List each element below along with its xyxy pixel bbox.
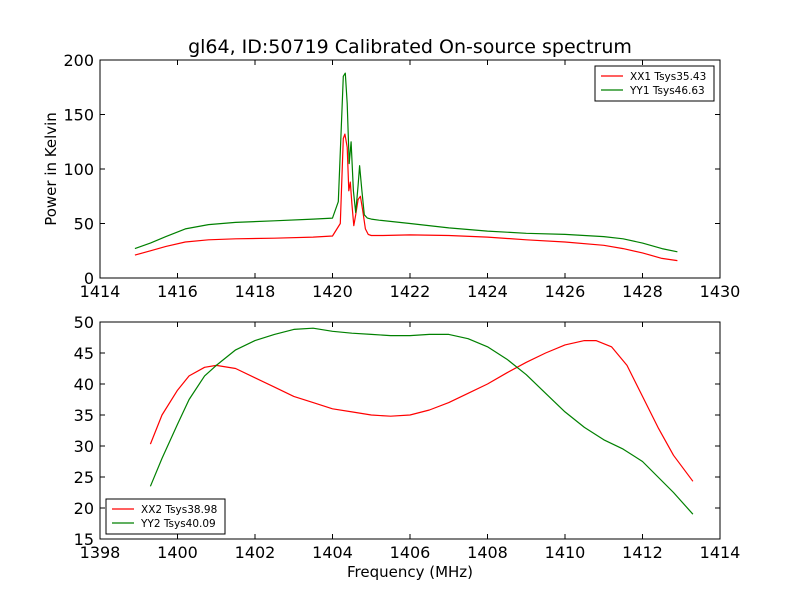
- bottom-y-tick-label: 30: [74, 437, 94, 456]
- top-x-tick-label: 1424: [467, 282, 508, 301]
- bottom-x-tick-label: 1408: [467, 543, 508, 562]
- bottom-y-tick-label: 45: [74, 344, 94, 363]
- top-plot-area: 1414 1416 1418 1420 1422 1424 1426 1428 1430 0 50 1…: [63, 51, 740, 301]
- top-series-2-line: [134, 72, 678, 253]
- bottom-x-tick-label: 1410: [545, 543, 586, 562]
- bottom-x-axis-title: Frequency (MHz): [347, 563, 473, 581]
- bottom-y-tick-label: 40: [74, 375, 94, 394]
- top-y-tick-label: 200: [63, 51, 94, 70]
- top-x-tick-label: 1418: [235, 282, 276, 301]
- top-y-tick-label: 100: [63, 160, 94, 179]
- bottom-series-2-line: [149, 327, 694, 515]
- bottom-x-tick-label: 1400: [157, 543, 198, 562]
- bottom-panel: Frequency (MHz) 1398 1400 1402 1404 1406 1408…: [74, 313, 741, 581]
- bottom-legend-label-2: YY2 Tsys40.09: [140, 518, 216, 530]
- bottom-x-tick-label: 1404: [312, 543, 353, 562]
- top-x-tick-label: 1416: [157, 282, 198, 301]
- bottom-x-tick-label: 1398: [80, 543, 121, 562]
- top-x-tick-label: 1414: [80, 282, 121, 301]
- top-series-1-line: [134, 133, 678, 262]
- bottom-y-tick-label: 15: [74, 530, 94, 549]
- top-legend-box: [594, 65, 715, 102]
- top-x-tick-label: 1428: [622, 282, 663, 301]
- bottom-legend-box: [105, 498, 226, 535]
- top-panel: gl64, ID:50719 Calibrated On-source spec…: [42, 36, 740, 301]
- bottom-x-tick-label: 1414: [700, 543, 741, 562]
- top-x-tick-label: 1420: [312, 282, 353, 301]
- chart-title: gl64, ID:50719 Calibrated On-source spec…: [188, 36, 632, 58]
- bottom-legend: XX2 Tsys38.98 YY2 Tsys40.09: [105, 498, 226, 535]
- bottom-legend-label-1: XX2 Tsys38.98: [141, 504, 217, 516]
- top-legend: XX1 Tsys35.43 YY1 Tsys46.63: [594, 65, 715, 102]
- bottom-y-tick-label: 35: [74, 406, 94, 425]
- top-legend-label-1: XX1 Tsys35.43: [630, 71, 706, 83]
- bottom-y-tick-label: 50: [74, 313, 94, 332]
- bottom-x-tick-label: 1412: [622, 543, 663, 562]
- bottom-x-tick-label: 1402: [235, 543, 276, 562]
- bottom-x-tick-label: 1406: [390, 543, 431, 562]
- top-x-tick-label: 1430: [700, 282, 741, 301]
- top-y-axis-title: Power in Kelvin: [42, 112, 60, 226]
- top-x-tick-label: 1426: [545, 282, 586, 301]
- bottom-series-1-line: [149, 340, 694, 482]
- top-y-tick-label: 0: [84, 269, 94, 288]
- bottom-plot-area: 1398 1400 1402 1404 1406 1408 1410 1412 1414 15 20…: [74, 313, 741, 562]
- top-legend-label-2: YY1 Tsys46.63: [629, 85, 705, 97]
- top-y-tick-label: 150: [63, 106, 94, 125]
- bottom-y-tick-label: 25: [74, 468, 94, 487]
- top-x-tick-label: 1422: [390, 282, 431, 301]
- top-y-tick-label: 50: [74, 215, 94, 234]
- bottom-y-tick-label: 20: [74, 499, 94, 518]
